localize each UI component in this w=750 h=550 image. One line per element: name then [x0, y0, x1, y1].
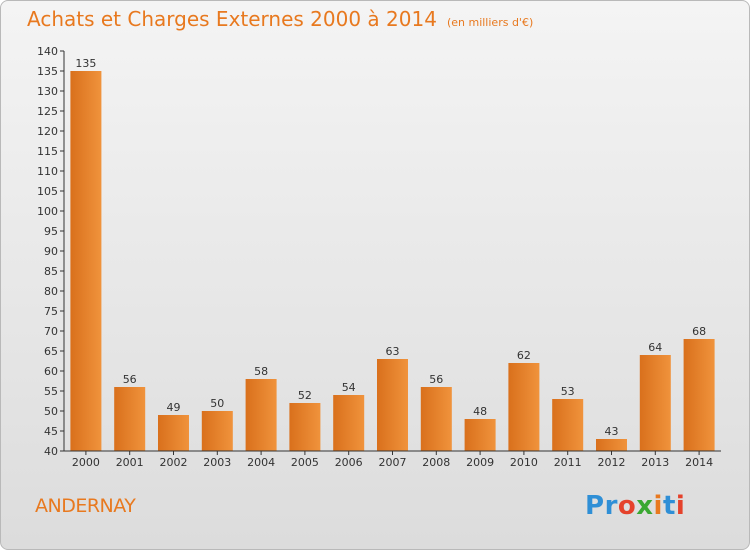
logo-letter: P [585, 491, 605, 521]
logo-letter: i [675, 491, 686, 521]
bar [158, 415, 189, 451]
bar [201, 411, 233, 451]
chart-title-unit: (en milliers d'€) [446, 16, 534, 29]
y-tick-label: 80 [44, 285, 58, 298]
x-tick-label: 2004 [247, 456, 275, 469]
x-tick-label: 2007 [379, 456, 407, 469]
value-label: 58 [254, 365, 268, 378]
x-tick-label: 2014 [685, 456, 713, 469]
x-tick-label: 2011 [554, 456, 582, 469]
bar [552, 399, 584, 451]
x-tick-label: 2003 [203, 456, 231, 469]
bar [289, 403, 321, 451]
value-label: 50 [210, 397, 224, 410]
chart-title-main: Achats et Charges Externes 2000 à 2014 [27, 7, 437, 31]
y-tick-label: 125 [37, 105, 58, 118]
value-label: 62 [517, 349, 531, 362]
logo-letter: r [604, 491, 618, 521]
value-label: 43 [605, 425, 619, 438]
x-tick-label: 2001 [116, 456, 144, 469]
y-tick-label: 85 [44, 265, 58, 278]
bar [639, 355, 671, 451]
x-tick-label: 2005 [291, 456, 319, 469]
chart-title: Achats et Charges Externes 2000 à 2014 (e… [27, 7, 533, 31]
y-tick-label: 70 [44, 325, 58, 338]
y-tick-label: 75 [44, 305, 58, 318]
y-tick-label: 105 [37, 185, 58, 198]
y-tick-label: 60 [44, 365, 58, 378]
x-tick-label: 2009 [466, 456, 494, 469]
y-tick-label: 90 [44, 245, 58, 258]
y-tick-label: 55 [44, 385, 58, 398]
bar [420, 387, 452, 451]
x-tick-label: 2002 [160, 456, 188, 469]
y-tick-label: 140 [37, 45, 58, 58]
bar [245, 379, 277, 451]
bar [596, 439, 627, 451]
value-label: 53 [561, 385, 575, 398]
logo-letter: t [662, 491, 676, 521]
y-tick-label: 115 [37, 145, 58, 158]
y-tick-label: 130 [37, 85, 58, 98]
x-tick-label: 2012 [598, 456, 626, 469]
value-label: 48 [473, 405, 487, 418]
bar [508, 363, 540, 451]
x-tick-label: 2006 [335, 456, 363, 469]
logo-letter: x [636, 491, 654, 521]
y-tick-label: 120 [37, 125, 58, 138]
x-tick-label: 2000 [72, 456, 100, 469]
bar [70, 71, 102, 451]
value-label: 56 [123, 373, 137, 386]
proxiti-logo: Proxiti [585, 491, 685, 521]
logo-letter: o [617, 491, 637, 521]
y-tick-label: 100 [37, 205, 58, 218]
logo-letter: i [653, 491, 663, 521]
value-label: 68 [692, 325, 706, 338]
x-tick-label: 2008 [422, 456, 450, 469]
bar [114, 387, 146, 451]
y-tick-label: 50 [44, 405, 58, 418]
y-tick-label: 110 [37, 165, 58, 178]
bar [377, 359, 408, 451]
y-tick-label: 135 [37, 65, 58, 78]
value-label: 64 [648, 341, 662, 354]
x-tick-label: 2010 [510, 456, 538, 469]
bar [333, 395, 365, 451]
y-tick-label: 95 [44, 225, 58, 238]
value-label: 49 [167, 401, 181, 414]
location-name: ANDERNAY [35, 495, 136, 517]
bar [464, 419, 496, 451]
value-label: 52 [298, 389, 312, 402]
y-tick-label: 40 [44, 445, 58, 458]
x-tick-label: 2013 [641, 456, 669, 469]
y-tick-label: 45 [44, 425, 58, 438]
y-tick-label: 65 [44, 345, 58, 358]
value-label: 56 [429, 373, 443, 386]
value-label: 63 [386, 345, 400, 358]
value-label: 135 [75, 57, 96, 70]
bar [683, 339, 715, 451]
value-label: 54 [342, 381, 356, 394]
